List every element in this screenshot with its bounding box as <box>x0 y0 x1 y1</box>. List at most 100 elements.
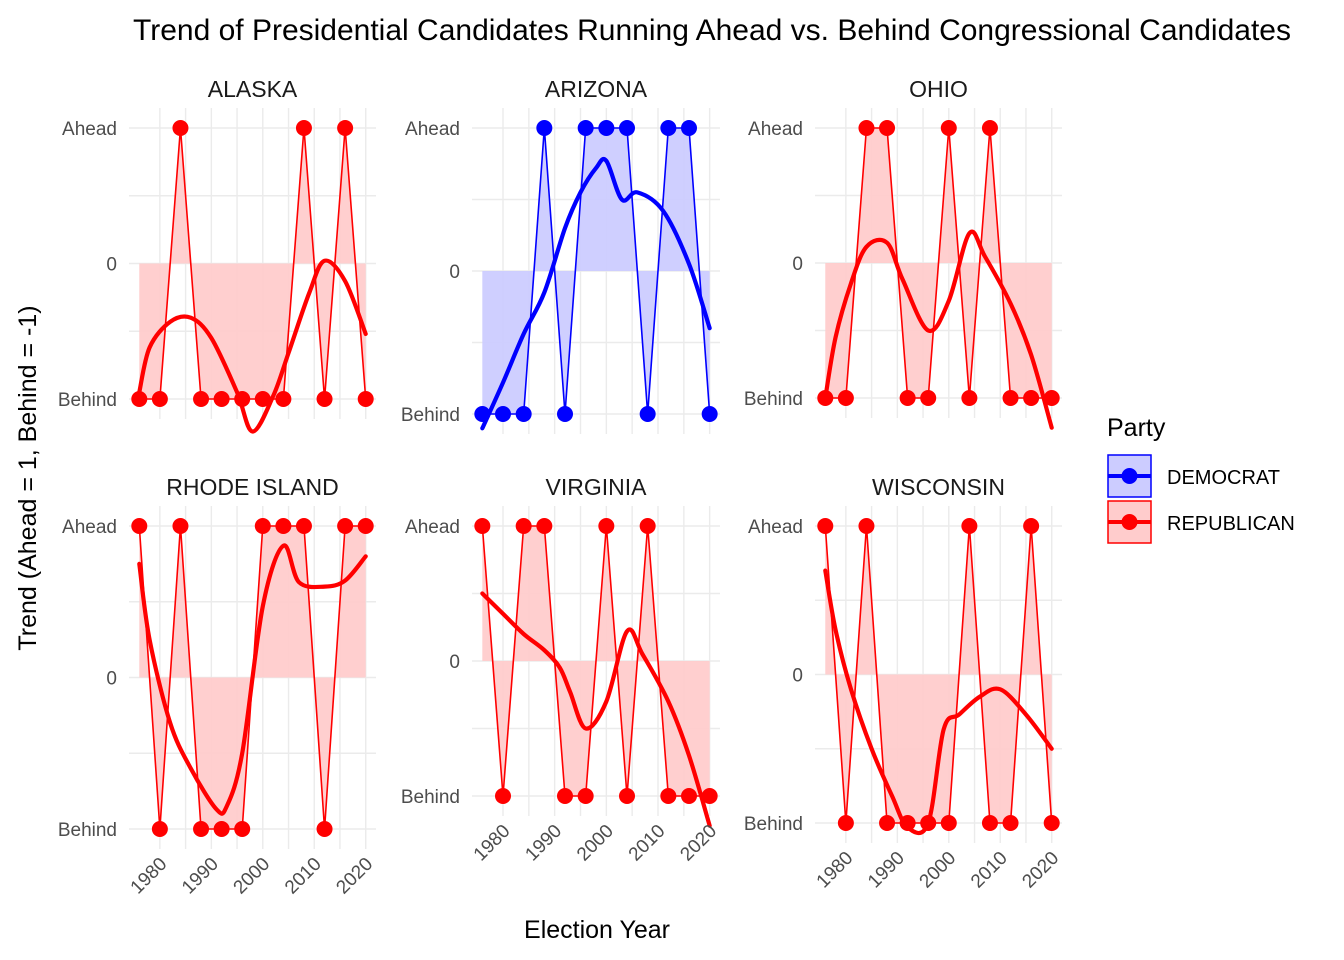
data-point <box>1002 390 1019 406</box>
x-tick-label: 1980 <box>127 854 172 899</box>
data-point <box>981 815 998 831</box>
facet-label: RHODE ISLAND <box>166 474 339 500</box>
data-point <box>193 391 210 407</box>
facet-label: ARIZONA <box>545 76 648 102</box>
x-tick-label: 1980 <box>813 848 858 893</box>
data-point <box>474 518 491 534</box>
data-point <box>961 390 978 406</box>
data-point <box>598 120 615 136</box>
smooth-curve <box>137 543 368 816</box>
data-point <box>213 821 230 837</box>
legend-item-democrat: DEMOCRAT <box>1107 454 1280 498</box>
data-point <box>837 815 854 831</box>
trend-line <box>824 525 1053 824</box>
y-tick-label: 0 <box>106 255 117 276</box>
data-point <box>858 120 875 136</box>
x-tick-label: 1990 <box>178 854 223 899</box>
legend-label: REPUBLICAN <box>1167 513 1295 535</box>
data-point <box>817 390 834 406</box>
data-point <box>495 406 511 422</box>
legend-item-republican: REPUBLICAN <box>1107 500 1295 544</box>
facet-label: VIRGINIA <box>546 474 648 500</box>
x-tick-label: 2010 <box>967 848 1012 893</box>
data-point <box>357 391 374 407</box>
data-point <box>151 391 168 407</box>
data-point <box>879 815 896 831</box>
legend-title: Party <box>1107 414 1166 442</box>
data-point <box>131 391 148 407</box>
data-point <box>899 815 916 831</box>
panel-arizona: ARIZONA Behind 0 Ahead <box>401 76 720 434</box>
y-tick-label: 0 <box>792 254 803 275</box>
data-point <box>681 788 697 804</box>
legend-key-point <box>1121 468 1138 484</box>
trend-line <box>139 127 367 400</box>
data-point <box>920 390 937 406</box>
data-point <box>295 518 312 534</box>
data-point <box>1023 518 1040 534</box>
data-point <box>858 518 875 534</box>
smooth-curve <box>823 229 1054 430</box>
data-point <box>619 788 635 804</box>
y-tick-label: Ahead <box>748 119 803 140</box>
y-tick-label: Behind <box>401 405 460 426</box>
data-point <box>557 406 573 422</box>
x-tick-label: 1980 <box>470 821 515 866</box>
x-tick-label: 1990 <box>864 848 909 893</box>
data-point <box>515 406 532 422</box>
data-point <box>337 518 354 534</box>
x-axis-label: Election Year <box>524 916 670 944</box>
data-point <box>899 390 916 406</box>
y-tick-label: Behind <box>744 389 803 410</box>
legend-label: DEMOCRAT <box>1167 467 1280 489</box>
data-point <box>1043 390 1060 406</box>
data-point <box>316 391 333 407</box>
y-tick-label: Behind <box>58 390 117 411</box>
y-tick-label: Ahead <box>62 119 117 140</box>
data-point <box>619 120 635 136</box>
x-tick-label: 1990 <box>521 821 566 866</box>
data-point <box>940 120 957 136</box>
facet-label: OHIO <box>909 76 968 102</box>
data-point <box>1043 815 1060 831</box>
panel-ohio: OHIO Behind 0 Ahead <box>744 76 1062 430</box>
x-tick-label: 2020 <box>676 821 721 866</box>
y-tick-label: 0 <box>449 652 460 673</box>
legend-items: DEMOCRAT REPUBLICAN <box>1107 454 1295 544</box>
panel-rhode-island: RHODE ISLAND Behind 0 Ahead 1980 1990 2000 2010… <box>58 474 377 898</box>
data-point <box>701 406 718 422</box>
x-tick-label: 2000 <box>230 854 275 899</box>
area-fill <box>825 526 1052 823</box>
data-point <box>131 518 148 534</box>
data-point <box>275 391 292 407</box>
y-tick-label: Behind <box>58 820 117 841</box>
x-tick-label: 2000 <box>916 848 961 893</box>
smooth-curve <box>480 157 712 431</box>
data-point <box>515 518 532 534</box>
data-point <box>536 120 553 136</box>
data-point <box>879 120 896 136</box>
data-point <box>495 788 511 804</box>
x-tick-label: 2010 <box>281 854 326 899</box>
data-point <box>357 518 374 534</box>
chart-title: Trend of Presidential Candidates Running… <box>133 14 1291 47</box>
data-point <box>660 120 677 136</box>
data-point <box>213 391 230 407</box>
data-point <box>817 518 834 534</box>
data-point <box>474 406 491 422</box>
data-point <box>234 391 251 407</box>
y-tick-label: 0 <box>449 262 460 283</box>
data-point <box>295 120 312 136</box>
facet-label: WISCONSIN <box>872 474 1005 500</box>
y-tick-label: Ahead <box>748 517 803 538</box>
y-tick-label: Ahead <box>405 517 460 538</box>
y-tick-label: 0 <box>792 666 803 687</box>
panel-alaska: ALASKA Behind 0 Ahead <box>58 76 376 434</box>
data-point <box>275 518 292 534</box>
data-point <box>639 518 656 534</box>
data-point <box>961 518 978 534</box>
data-point <box>940 815 957 831</box>
data-point <box>639 406 656 422</box>
y-tick-label: Ahead <box>62 517 117 538</box>
